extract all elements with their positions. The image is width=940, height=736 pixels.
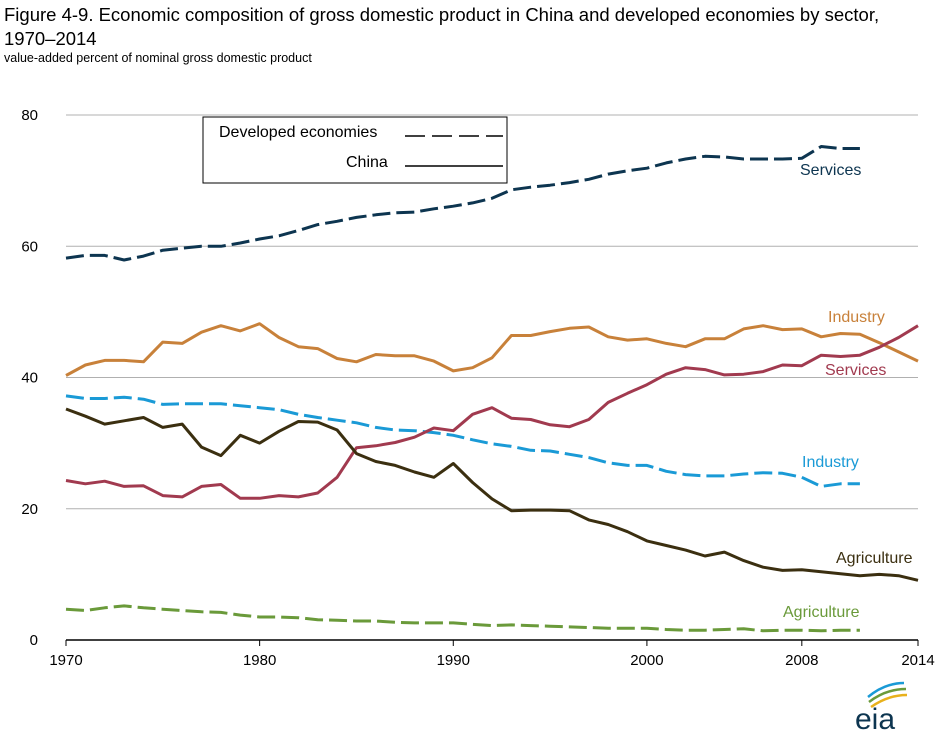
series-line-china-services (65, 324, 919, 500)
legend-label-developed: Developed economies (219, 124, 377, 141)
y-tick-label: 20 (21, 501, 38, 518)
series-line-developed-economies-agriculture (65, 604, 860, 633)
x-tick-label: 2000 (630, 652, 663, 669)
series-annotation: Agriculture (836, 550, 913, 567)
logo-arc-blue (867, 681, 905, 698)
series-annotation: Industry (828, 309, 885, 326)
series-line-china-industry (65, 322, 919, 377)
eia-logo: eia (855, 681, 908, 736)
y-tick-label: 80 (21, 107, 38, 124)
y-axis-ticks: 0 20 40 60 80 (21, 107, 38, 649)
legend-label-china: China (346, 154, 388, 171)
legend: Developed economies China (202, 116, 508, 184)
series-annotation: Services (800, 162, 861, 179)
y-tick-label: 60 (21, 238, 38, 255)
logo-arc-green (868, 687, 907, 703)
y-tick-label: 0 (30, 632, 38, 649)
series-lines (65, 145, 919, 633)
series-line-china-agriculture (65, 407, 919, 582)
x-tick-label: 2008 (785, 652, 818, 669)
series-labels: Services Industry Services Industry Agricult… (783, 162, 913, 621)
x-tick-label: 1980 (243, 652, 276, 669)
x-tick-label: 2014 (901, 652, 934, 669)
legend-box (202, 116, 508, 184)
chart-title: Figure 4-9. Economic composition of gros… (4, 4, 880, 49)
series-annotation: Agriculture (783, 604, 860, 621)
series-annotation: Services (825, 362, 886, 379)
x-tick-label: 1990 (437, 652, 470, 669)
x-tick-label: 1970 (49, 652, 82, 669)
logo-text: eia (855, 703, 895, 736)
gridlines (66, 114, 918, 510)
y-tick-label: 40 (21, 370, 38, 387)
chart-subtitle: value-added percent of nominal gross dom… (4, 51, 312, 65)
series-line-developed-economies-industry (65, 394, 860, 488)
series-annotation: Industry (802, 454, 859, 471)
series-line-developed-economies-services (65, 145, 860, 262)
x-axis: 1970 1980 1990 2000 2008 2014 (49, 639, 935, 669)
logo-arc-yellow (870, 693, 908, 709)
